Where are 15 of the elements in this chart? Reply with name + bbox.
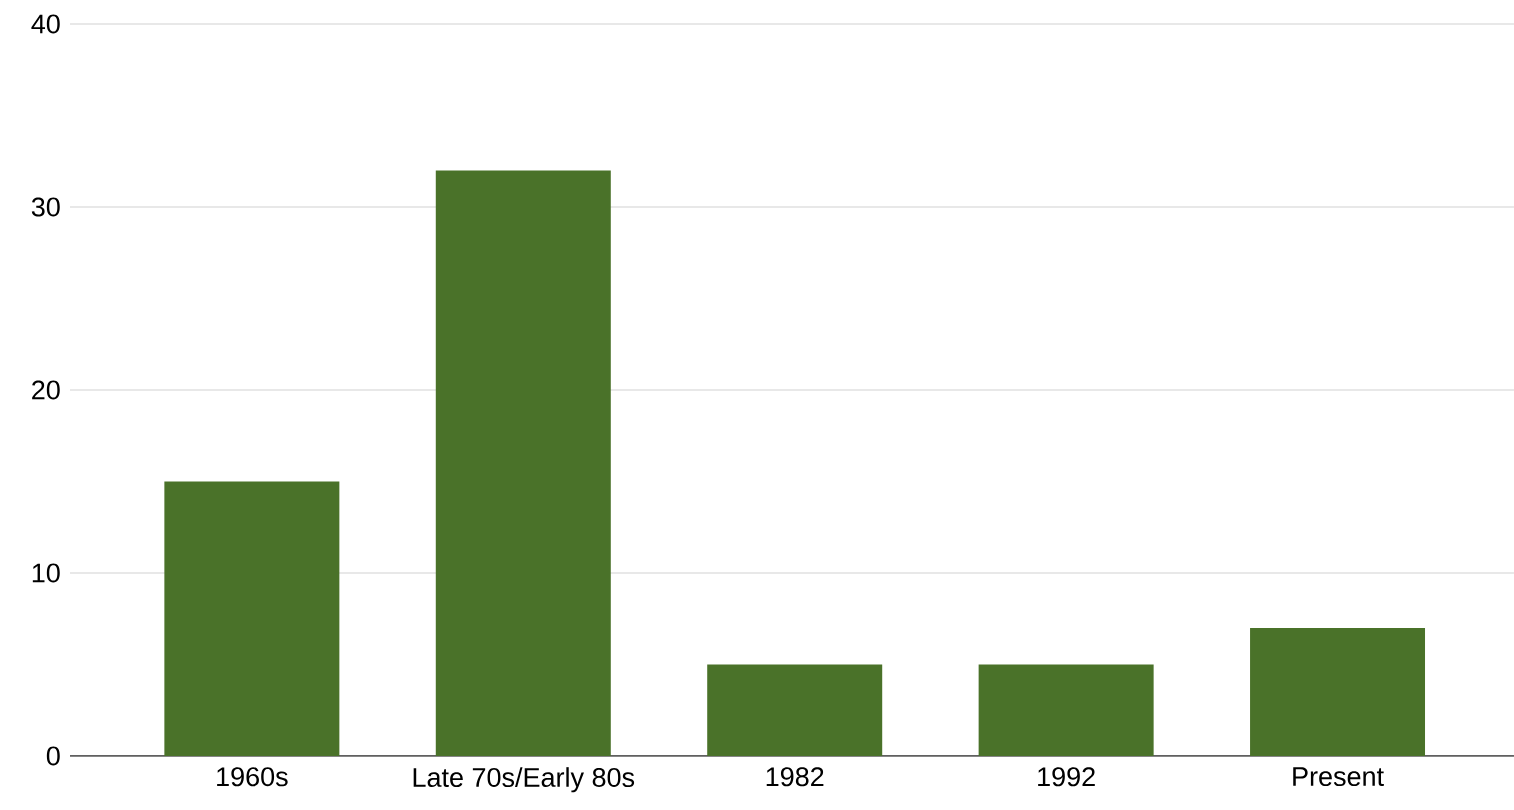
y-tick-label: 20 <box>32 380 60 400</box>
y-tick-label: 0 <box>46 746 60 766</box>
x-tick-label: 1982 <box>766 767 824 787</box>
x-tick-label: 1992 <box>1038 767 1095 787</box>
y-tick-label: 40 <box>31 14 60 34</box>
bar <box>978 664 1154 756</box>
x-tick-label: 1960s <box>217 767 288 787</box>
y-tick-label: 30 <box>31 197 60 217</box>
x-tick-label: Late 70s/Early 80s <box>413 767 635 793</box>
bar <box>1250 627 1426 756</box>
x-tick-label: Present <box>1293 767 1384 787</box>
y-tick-label: 10 <box>32 563 60 583</box>
bar <box>435 170 611 756</box>
bar <box>707 664 883 756</box>
bar <box>164 481 340 756</box>
